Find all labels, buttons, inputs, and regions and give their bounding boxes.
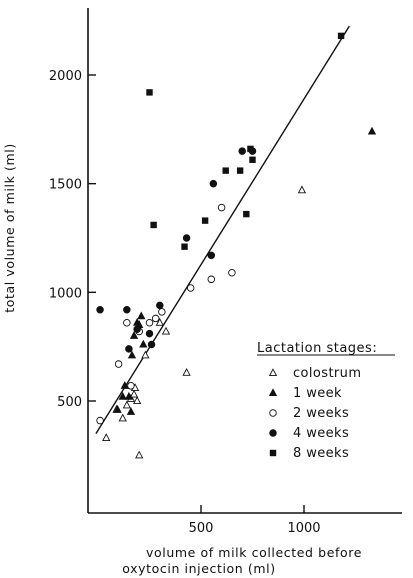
data-point-colostrum-12 xyxy=(182,367,191,376)
data-point-colostrum-5 xyxy=(129,389,139,398)
y-tick-label-500: 500 xyxy=(57,395,82,410)
data-point-8-weeks-0 xyxy=(146,89,153,96)
data-point-4-weeks-4 xyxy=(145,329,154,338)
data-point-1-week-0 xyxy=(113,404,122,413)
legend: Lactation stages: colostrum 1 week 2 weeks… xyxy=(257,341,395,461)
data-point-2-weeks-0 xyxy=(96,416,104,425)
data-points xyxy=(96,32,377,459)
data-point-colostrum-0 xyxy=(102,433,111,441)
data-point-8-weeks-7 xyxy=(247,145,254,153)
x-axis-label-line-1: volume of milk collected before xyxy=(146,545,362,560)
y-axis-label: total volume of milk (ml) xyxy=(2,143,17,313)
data-point-8-weeks-1 xyxy=(150,221,157,229)
data-point-2-weeks-8 xyxy=(186,284,195,292)
data-point-1-week-3 xyxy=(124,391,134,400)
legend-marker-4-weeks xyxy=(269,429,277,437)
data-point-colostrum-10 xyxy=(155,318,164,326)
data-point-2-weeks-2 xyxy=(123,319,131,327)
data-point-colostrum-8 xyxy=(135,450,144,459)
data-point-2-weeks-10 xyxy=(217,203,226,212)
y-tick-label-2000: 2000 xyxy=(49,69,82,84)
legend-marker-2-weeks xyxy=(269,409,277,417)
data-point-4-weeks-9 xyxy=(209,179,218,188)
legend-label-1-week: 1 week xyxy=(293,386,342,401)
data-point-2-weeks-11 xyxy=(228,269,236,277)
data-point-colostrum-11 xyxy=(161,326,171,335)
axes xyxy=(87,8,402,514)
data-point-2-weeks-6 xyxy=(151,314,160,323)
data-point-1-week-5 xyxy=(127,350,137,359)
data-point-1-week-11 xyxy=(367,126,377,135)
data-point-2-weeks-3 xyxy=(127,382,135,390)
data-point-1-week-2 xyxy=(120,381,129,389)
y-tick-label-1000: 1000 xyxy=(49,286,82,301)
legend-label-4-weeks: 4 weeks xyxy=(293,426,349,441)
data-point-8-weeks-4 xyxy=(222,167,229,174)
data-point-8-weeks-9 xyxy=(337,32,345,40)
data-point-1-week-10 xyxy=(139,339,148,348)
legend-label-2-weeks: 2 weeks xyxy=(293,406,349,421)
regression-line xyxy=(95,25,350,434)
data-point-4-weeks-10 xyxy=(238,147,246,155)
data-point-4-weeks-0 xyxy=(96,305,104,314)
data-point-8-weeks-5 xyxy=(236,167,244,174)
data-point-8-weeks-8 xyxy=(249,156,256,163)
data-point-1-week-9 xyxy=(137,311,146,320)
legend-label-colostrum: colostrum xyxy=(293,366,361,381)
x-axis-label-line-2: oxytocin injection (ml) xyxy=(122,561,275,576)
data-point-8-weeks-6 xyxy=(243,210,250,218)
data-point-1-week-6 xyxy=(129,331,139,339)
legend-marker-colostrum xyxy=(268,368,278,377)
data-point-4-weeks-3 xyxy=(133,325,141,334)
legend-title: Lactation stages: xyxy=(257,341,377,356)
data-point-2-weeks-5 xyxy=(145,319,154,327)
data-point-4-weeks-5 xyxy=(147,340,156,349)
y-tick-label-1500: 1500 xyxy=(49,178,82,193)
data-point-2-weeks-7 xyxy=(158,308,166,316)
data-point-4-weeks-8 xyxy=(207,251,216,260)
data-point-4-weeks-1 xyxy=(123,305,131,314)
data-point-4-weeks-2 xyxy=(125,345,133,353)
data-point-8-weeks-3 xyxy=(201,217,209,224)
legend-marker-1-week xyxy=(268,388,278,397)
x-tick-label-500: 500 xyxy=(189,521,214,536)
x-tick-label-1000: 1000 xyxy=(287,521,320,536)
data-point-4-weeks-6 xyxy=(156,301,164,310)
legend-marker-8-weeks xyxy=(269,449,277,457)
data-point-8-weeks-2 xyxy=(181,243,188,250)
data-point-colostrum-7 xyxy=(132,396,142,405)
regression-line-group xyxy=(95,25,350,434)
data-point-2-weeks-9 xyxy=(207,275,216,284)
data-point-1-week-1 xyxy=(118,391,127,400)
data-point-1-week-4 xyxy=(126,407,136,415)
data-point-2-weeks-1 xyxy=(114,360,123,368)
axis-ticks: 500 1000 1500 2000 500 1000 xyxy=(49,69,321,536)
data-point-colostrum-2 xyxy=(118,413,127,422)
data-point-colostrum-3 xyxy=(122,400,131,409)
data-point-colostrum-13 xyxy=(297,185,307,194)
data-point-4-weeks-7 xyxy=(182,234,191,242)
legend-label-8-weeks: 8 weeks xyxy=(293,446,349,461)
data-point-colostrum-9 xyxy=(141,350,150,359)
